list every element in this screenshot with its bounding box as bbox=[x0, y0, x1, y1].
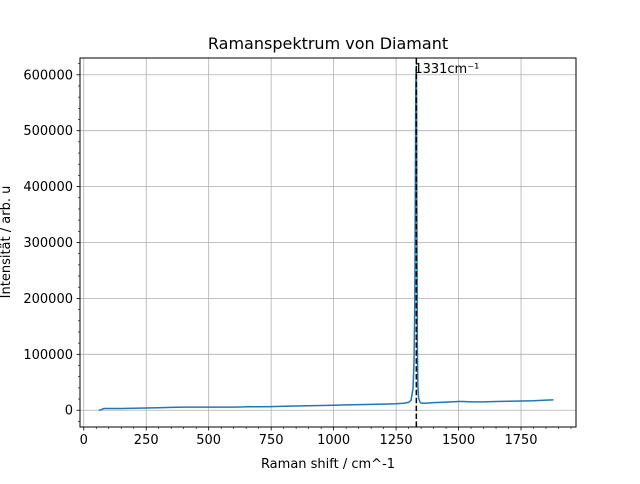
series-layer bbox=[98, 67, 554, 411]
axis-layer: 0 250 500 750 1000 1250 1500 1750 0 100000 200000 3… bbox=[23, 63, 572, 448]
x-tick-label: 0 bbox=[80, 433, 88, 448]
y-tick-label: 0 bbox=[65, 404, 73, 419]
chart-title: Ramanspektrum von Diamant bbox=[208, 34, 448, 53]
y-tick-label: 400000 bbox=[23, 180, 73, 195]
x-axis-label: Raman shift / cm^-1 bbox=[261, 457, 395, 472]
y-tick-label: 200000 bbox=[23, 292, 73, 307]
x-tick-label: 1000 bbox=[317, 433, 350, 448]
spectrum-line bbox=[98, 67, 554, 411]
x-tick-label: 1750 bbox=[504, 433, 537, 448]
x-tick-label: 750 bbox=[259, 433, 284, 448]
y-tick-label: 600000 bbox=[23, 68, 73, 83]
x-tick-label: 1250 bbox=[380, 433, 413, 448]
peak-annotation: 1331cm⁻¹ bbox=[414, 62, 479, 77]
x-tick-label: 500 bbox=[196, 433, 221, 448]
y-tick-label: 500000 bbox=[23, 124, 73, 139]
y-tick-label: 100000 bbox=[23, 348, 73, 363]
x-tick-label: 1500 bbox=[442, 433, 475, 448]
x-tick-label: 250 bbox=[134, 433, 159, 448]
grid-layer bbox=[80, 58, 576, 427]
y-tick-label: 300000 bbox=[23, 236, 73, 251]
y-axis-label: Intensität / arb. u bbox=[0, 186, 14, 299]
